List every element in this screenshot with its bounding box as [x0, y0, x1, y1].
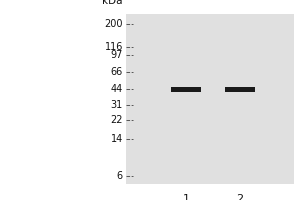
- Text: 97: 97: [111, 50, 123, 60]
- Text: 66: 66: [111, 67, 123, 77]
- Text: 44: 44: [111, 84, 123, 94]
- Text: 116: 116: [105, 42, 123, 52]
- Text: 31: 31: [111, 100, 123, 110]
- Text: kDa: kDa: [103, 0, 123, 6]
- Text: 2: 2: [236, 194, 244, 200]
- Text: 1: 1: [182, 194, 190, 200]
- Text: 6: 6: [117, 171, 123, 181]
- Text: 14: 14: [111, 134, 123, 144]
- Text: 22: 22: [110, 115, 123, 125]
- Text: 200: 200: [104, 19, 123, 29]
